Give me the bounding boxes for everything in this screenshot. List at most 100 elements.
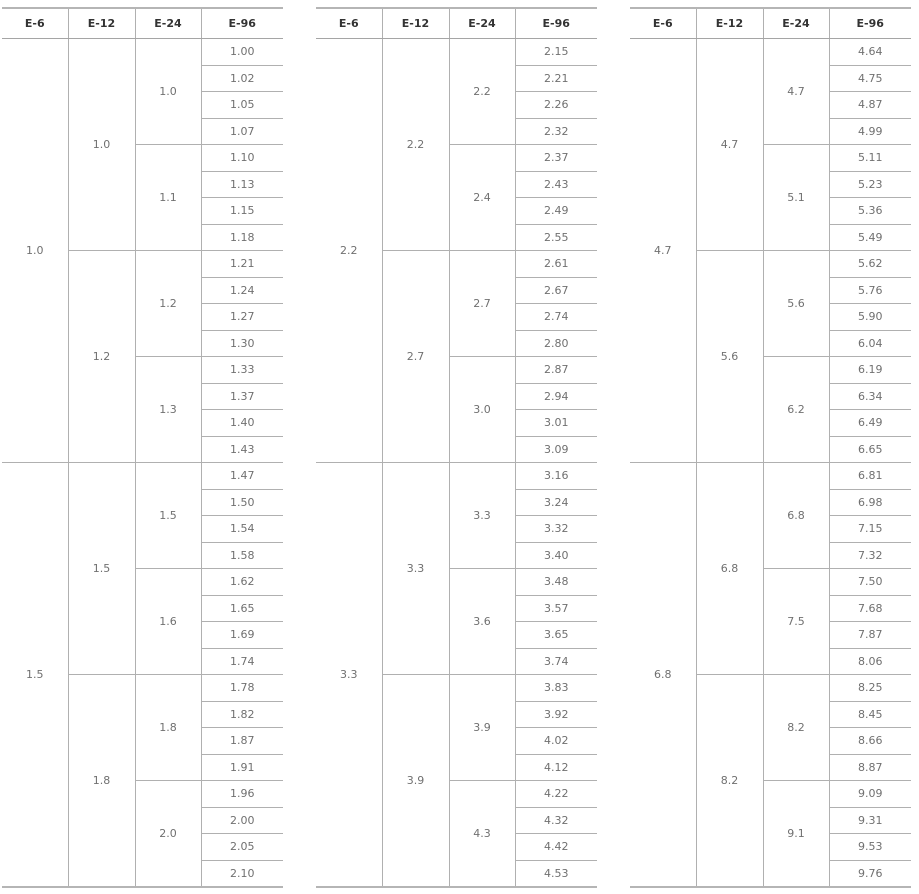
e24-value: 5.6 bbox=[762, 250, 829, 357]
e96-value: 6.65 bbox=[828, 436, 911, 463]
table-row: 7.32 bbox=[630, 542, 911, 569]
e96-value: 2.37 bbox=[514, 144, 597, 172]
e96-value: 4.42 bbox=[514, 833, 597, 861]
e96-value: 1.43 bbox=[200, 436, 283, 463]
e96-value: 1.69 bbox=[200, 621, 283, 649]
table-row: 5.1 5.11 bbox=[630, 144, 911, 251]
table-row: 1.50 bbox=[2, 489, 283, 516]
e96-value: 3.83 bbox=[514, 674, 597, 702]
e96-value: 3.24 bbox=[514, 489, 597, 516]
e96-value: 3.09 bbox=[514, 436, 597, 463]
e96-value: 1.96 bbox=[200, 780, 283, 808]
table-row: 3.6 3.48 bbox=[316, 568, 597, 675]
table-row: 9.76 bbox=[630, 860, 911, 888]
e96-value: 1.91 bbox=[200, 754, 283, 781]
e96-value: 1.37 bbox=[200, 383, 283, 410]
table-row: 2.32 bbox=[316, 118, 597, 145]
table-row: 8.2 8.2 8.25 bbox=[630, 674, 911, 888]
e96-value: 4.64 bbox=[828, 38, 911, 66]
table-row: 1.24 bbox=[2, 277, 283, 304]
e96-value: 4.53 bbox=[514, 860, 597, 888]
table-row: 5.49 bbox=[630, 224, 911, 251]
e96-value: 1.02 bbox=[200, 65, 283, 92]
column-header-e-12: E-12 bbox=[381, 7, 449, 39]
e6-value: 1.5 bbox=[2, 462, 68, 888]
table-row: 1.6 1.62 bbox=[2, 568, 283, 675]
table-row: 3.9 3.9 3.83 bbox=[316, 674, 597, 888]
e24-value: 9.1 bbox=[762, 780, 829, 888]
table-row: 1.87 bbox=[2, 727, 283, 755]
table-row: 1.8 1.8 1.78 bbox=[2, 674, 283, 888]
e-series-table-1: E-6 E-12 E-24 E-96 1.0 1.0 1.0 1.00 1.02 1.05 1.07… bbox=[2, 7, 283, 888]
e96-value: 1.15 bbox=[200, 197, 283, 225]
e24-value: 2.0 bbox=[134, 780, 201, 888]
e96-value: 3.48 bbox=[514, 568, 597, 596]
column-header-e-96: E-96 bbox=[200, 7, 283, 39]
table-row: 8.87 bbox=[630, 754, 911, 781]
e96-value: 2.00 bbox=[200, 807, 283, 834]
e96-value: 3.32 bbox=[514, 515, 597, 543]
table-row: 3.0 2.87 bbox=[316, 356, 597, 463]
e24-value: 8.2 bbox=[762, 674, 829, 781]
table-row: 1.40 bbox=[2, 409, 283, 437]
table-row: 5.36 bbox=[630, 197, 911, 225]
table-row: 7.87 bbox=[630, 621, 911, 649]
table-row: 8.66 bbox=[630, 727, 911, 755]
table-row: 2.80 bbox=[316, 330, 597, 357]
header-row: E-6 E-12 E-24 E-96 bbox=[630, 7, 911, 39]
e96-value: 1.50 bbox=[200, 489, 283, 516]
column-header-e-96: E-96 bbox=[514, 7, 597, 39]
e96-value: 8.66 bbox=[828, 727, 911, 755]
table-row: 2.2 2.2 2.2 2.15 bbox=[316, 38, 597, 463]
e96-value: 6.81 bbox=[828, 462, 911, 490]
e96-value: 2.32 bbox=[514, 118, 597, 145]
e-series-table-2: E-6 E-12 E-24 E-96 2.2 2.2 2.2 2.15 2.21 2.26 2.32… bbox=[316, 7, 597, 888]
e96-value: 7.87 bbox=[828, 621, 911, 649]
e96-value: 4.02 bbox=[514, 727, 597, 755]
table-row: 3.65 bbox=[316, 621, 597, 649]
e12-value: 3.3 bbox=[381, 462, 449, 675]
e96-value: 5.90 bbox=[828, 303, 911, 331]
e96-value: 1.40 bbox=[200, 409, 283, 437]
table-row: 1.54 bbox=[2, 515, 283, 543]
e12-value: 1.8 bbox=[67, 674, 135, 888]
e24-value: 3.6 bbox=[448, 568, 515, 675]
table-row: 1.58 bbox=[2, 542, 283, 569]
table-row: 3.24 bbox=[316, 489, 597, 516]
column-header-e-6: E-6 bbox=[630, 7, 696, 39]
e96-value: 6.19 bbox=[828, 356, 911, 384]
table-row: 4.42 bbox=[316, 833, 597, 861]
e96-value: 2.80 bbox=[514, 330, 597, 357]
e96-value: 2.21 bbox=[514, 65, 597, 92]
e24-value: 6.8 bbox=[762, 462, 829, 569]
e96-value: 9.53 bbox=[828, 833, 911, 861]
table-row: 2.74 bbox=[316, 303, 597, 331]
e96-value: 6.34 bbox=[828, 383, 911, 410]
e12-value: 1.5 bbox=[67, 462, 135, 675]
table-row: 2.43 bbox=[316, 171, 597, 198]
e96-value: 1.82 bbox=[200, 701, 283, 728]
table-row: 1.18 bbox=[2, 224, 283, 251]
table-row: 1.69 bbox=[2, 621, 283, 649]
table-row: 4.53 bbox=[316, 860, 597, 888]
table-row: 1.30 bbox=[2, 330, 283, 357]
e96-value: 7.32 bbox=[828, 542, 911, 569]
table-row: 4.3 4.22 bbox=[316, 780, 597, 888]
column-header-e-12: E-12 bbox=[67, 7, 135, 39]
e96-value: 2.87 bbox=[514, 356, 597, 384]
table-row: 3.01 bbox=[316, 409, 597, 437]
table-row: 2.21 bbox=[316, 65, 597, 92]
table-row: 6.04 bbox=[630, 330, 911, 357]
table-row: 2.05 bbox=[2, 833, 283, 861]
column-header-e-24: E-24 bbox=[134, 7, 201, 39]
e96-value: 1.10 bbox=[200, 144, 283, 172]
table-row: 1.82 bbox=[2, 701, 283, 728]
e96-value: 1.33 bbox=[200, 356, 283, 384]
e96-value: 2.61 bbox=[514, 250, 597, 278]
e96-value: 5.62 bbox=[828, 250, 911, 278]
e6-value: 4.7 bbox=[630, 38, 696, 463]
header-row: E-6 E-12 E-24 E-96 bbox=[2, 7, 283, 39]
table-row: 3.09 bbox=[316, 436, 597, 463]
table-row: 5.6 5.6 5.62 bbox=[630, 250, 911, 463]
table-row: 3.40 bbox=[316, 542, 597, 569]
